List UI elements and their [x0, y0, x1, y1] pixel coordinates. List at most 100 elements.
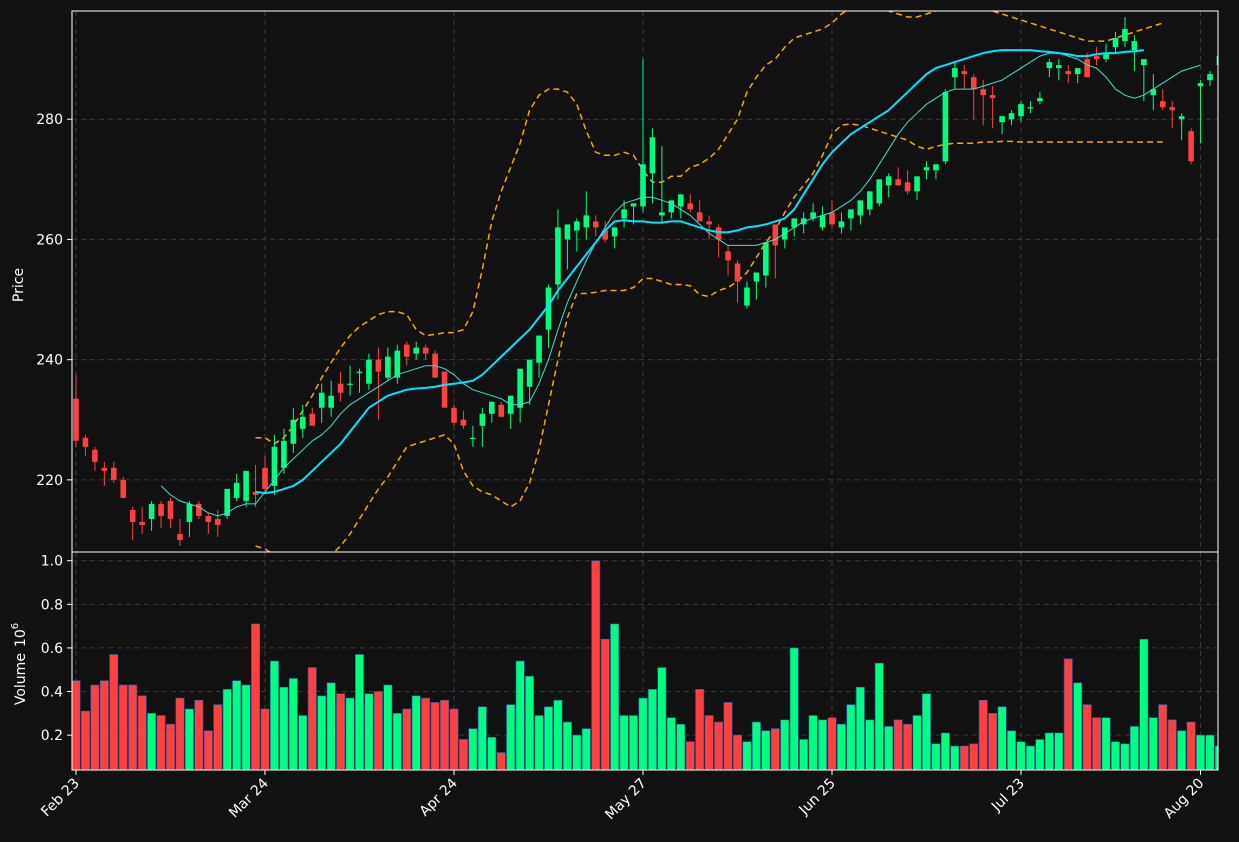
- volume-bar: [81, 710, 90, 770]
- candle: [989, 86, 996, 129]
- candle-body: [763, 242, 769, 276]
- candle: [763, 242, 769, 288]
- candle: [1122, 17, 1128, 48]
- candle-body: [451, 407, 457, 423]
- volume-bar: [496, 752, 506, 770]
- volume-bar: [931, 743, 941, 770]
- candle: [167, 497, 174, 528]
- candle: [1159, 89, 1166, 111]
- candle: [772, 224, 779, 279]
- candle: [592, 215, 599, 237]
- candle: [564, 224, 571, 270]
- candle: [489, 401, 495, 423]
- candle-body: [1141, 59, 1147, 66]
- candle-body: [999, 116, 1005, 123]
- candle: [706, 215, 712, 240]
- volume-bar: [449, 708, 459, 770]
- candle: [120, 476, 127, 498]
- candle-body: [885, 176, 892, 186]
- volume-bar: [978, 699, 988, 770]
- volume-bar: [175, 697, 185, 770]
- candle-body: [649, 137, 656, 174]
- volume-bar: [128, 684, 138, 770]
- candle-body: [148, 503, 155, 519]
- volume-bar: [288, 678, 298, 770]
- candle: [186, 500, 193, 537]
- price-panel: 220 240 260 280: [36, 10, 1219, 553]
- volume-bar: [940, 732, 950, 770]
- volume-bar: [581, 728, 591, 770]
- candle: [73, 374, 79, 447]
- candle: [791, 218, 797, 237]
- candle-body: [233, 482, 240, 498]
- volume-bar: [1044, 732, 1054, 770]
- candle: [205, 512, 212, 534]
- volume-bar: [903, 723, 913, 770]
- volume-bar: [1101, 717, 1111, 770]
- candle: [696, 200, 703, 222]
- volume-bar: [279, 686, 289, 770]
- candle-body: [92, 449, 98, 462]
- volume-bar: [118, 684, 128, 770]
- candle-body: [1074, 68, 1081, 75]
- candle: [271, 434, 278, 495]
- volume-bar: [657, 667, 667, 770]
- candle: [281, 428, 287, 474]
- volume-bar: [298, 715, 308, 770]
- candle: [375, 347, 382, 420]
- volume-bar: [1196, 734, 1206, 770]
- candle: [621, 200, 627, 228]
- volume-bar: [336, 693, 346, 770]
- candle: [1046, 59, 1053, 78]
- volume-bar: [1148, 717, 1158, 770]
- candle-body: [300, 416, 306, 429]
- price-ytick-label: 280: [36, 112, 63, 128]
- candle-body: [536, 335, 542, 363]
- candle-body: [734, 263, 741, 282]
- volume-bar: [676, 723, 686, 770]
- volume-bar: [733, 734, 742, 770]
- candle: [101, 461, 108, 486]
- candle: [876, 179, 883, 207]
- volume-bar: [695, 689, 705, 770]
- volume-bar: [1073, 682, 1083, 770]
- volume-bar: [1167, 719, 1177, 770]
- candle-body: [772, 224, 779, 246]
- candle-body: [167, 500, 174, 519]
- volume-bar: [572, 734, 582, 770]
- candle: [1131, 35, 1138, 72]
- volume-bar: [99, 680, 109, 770]
- volume-bar: [1035, 739, 1045, 770]
- candle: [848, 209, 854, 231]
- volume-bar: [827, 717, 837, 770]
- candle: [923, 161, 930, 180]
- candle: [1027, 101, 1034, 114]
- candle: [385, 347, 391, 381]
- candle-body: [262, 467, 268, 489]
- volume-bar: [147, 713, 157, 770]
- candle: [233, 473, 240, 501]
- candle: [1112, 32, 1119, 54]
- volume-bar: [751, 721, 761, 770]
- candle-body: [271, 446, 278, 486]
- volume-bar: [232, 680, 242, 770]
- candle-body: [545, 287, 552, 330]
- candle: [394, 344, 401, 384]
- volume-bar: [222, 689, 232, 770]
- candle-body: [517, 368, 523, 408]
- volume-bar: [1139, 638, 1149, 770]
- candle: [536, 335, 542, 378]
- volume-ytick-label: 0.2: [41, 728, 63, 744]
- candle-body: [1103, 53, 1109, 60]
- candle: [867, 191, 873, 216]
- volume-bar: [364, 693, 374, 770]
- candle-body: [555, 227, 561, 285]
- candle: [196, 500, 202, 519]
- candle-body: [574, 221, 580, 231]
- candle-body: [403, 344, 410, 357]
- candle-body: [205, 515, 212, 522]
- candle-body: [592, 221, 599, 228]
- candle-body: [1178, 116, 1185, 120]
- volume-bar: [260, 708, 270, 770]
- volume-bar: [1158, 704, 1168, 770]
